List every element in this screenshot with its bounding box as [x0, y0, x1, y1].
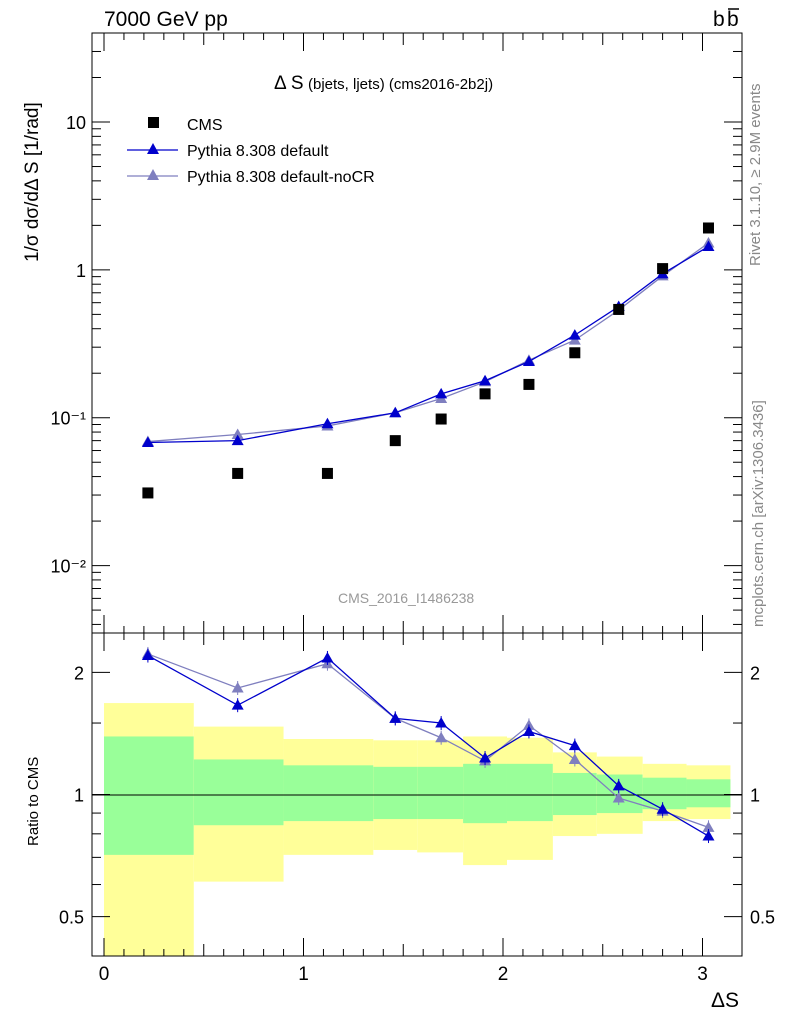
- upper-point-default-6: [522, 355, 535, 367]
- ratio-y-axis-label: Ratio to CMS: [25, 757, 42, 846]
- band-inner-2: [283, 765, 374, 822]
- upper-point-nocr-1: [231, 428, 244, 440]
- ratio-point-default-3: [389, 712, 402, 723]
- legend: CMS Pythia 8.308 default Pythia 8.308 de…: [127, 117, 375, 186]
- ratio-point-nocr-4: [435, 731, 448, 743]
- upper-point-default-4: [435, 387, 448, 399]
- ratio-point-default-1: [231, 699, 244, 710]
- x-tick-label-0: 0: [99, 964, 110, 985]
- upper-point-cms-2: [321, 467, 333, 479]
- ratio-point-default-7: [568, 739, 581, 751]
- upper-point-cms-4: [435, 413, 447, 425]
- band-inner-0: [104, 736, 194, 855]
- legend-cms-label: CMS: [187, 117, 223, 134]
- ratio-point-default-10: [702, 830, 715, 841]
- band-inner-5: [463, 763, 507, 824]
- legend-cms-marker: [148, 117, 159, 128]
- ratio-point-default-5: [479, 752, 492, 763]
- upper-point-cms-7: [569, 347, 581, 359]
- ratio-point-nocr-7: [568, 753, 581, 764]
- upper-point-default-10: [702, 240, 715, 251]
- x-axis: 0 1 2 3: [99, 33, 708, 985]
- ratio-tick-label-left-0: 0.5: [59, 908, 84, 928]
- band-inner-1: [193, 759, 284, 826]
- ratio-point-default-6: [522, 725, 535, 736]
- ratio-point-nocr-1: [231, 681, 244, 693]
- ratio-point-default-0: [141, 649, 154, 661]
- upper-series-layer: [141, 222, 715, 499]
- upper-line-nocr: [147, 242, 709, 443]
- rivet-label: Rivet 3.1.10, ≥ 2.9M events: [747, 84, 764, 267]
- ratio-series-layer: [141, 646, 715, 844]
- ratio-tick-label-right-2: 2: [750, 663, 760, 683]
- band-inner-6: [506, 763, 553, 822]
- upper-y-axis: 10⁻² 10⁻¹ 1 10: [50, 50, 742, 625]
- upper-point-default-3: [389, 406, 402, 418]
- ratio-point-nocr-8: [612, 792, 625, 803]
- band-inner-10: [686, 779, 731, 808]
- upper-point-default-5: [479, 374, 492, 386]
- upper-tick-label-3: 10: [66, 113, 86, 133]
- upper-point-cms-0: [142, 487, 154, 499]
- ratio-uncertainty-bands: [104, 703, 731, 956]
- ratio-tick-label-left-2: 2: [74, 663, 84, 683]
- upper-point-cms-10: [702, 222, 714, 234]
- ratio-tick-label-left-1: 1: [74, 786, 84, 806]
- x-tick-label-2: 2: [498, 964, 509, 985]
- upper-tick-label-2: 1: [76, 261, 86, 281]
- header-left: 7000 GeV pp: [104, 8, 228, 31]
- band-inner-8: [596, 774, 643, 814]
- ratio-point-nocr-10: [702, 821, 715, 832]
- band-inner-4: [417, 766, 464, 820]
- legend-nocr-label: Pythia 8.308 default-noCR: [187, 169, 375, 186]
- ratio-point-default-2: [321, 651, 334, 663]
- analysis-watermark: CMS_2016_I1486238: [338, 590, 474, 606]
- upper-point-cms-3: [389, 435, 401, 447]
- band-inner-3: [373, 766, 418, 820]
- ratio-point-default-8: [612, 779, 625, 791]
- ratio-tick-label-right-1: 1: [750, 786, 760, 806]
- ratio-point-default-4: [435, 717, 448, 728]
- upper-point-cms-6: [523, 378, 535, 390]
- upper-point-default-7: [568, 329, 581, 340]
- upper-point-default-2: [321, 417, 334, 429]
- band-inner-7: [552, 772, 597, 816]
- ratio-point-default-9: [656, 803, 669, 814]
- upper-y-axis-label: 1/σ dσ/dΔ S [1/rad]: [22, 102, 43, 262]
- upper-line-default: [147, 245, 709, 444]
- header-right: b: [713, 8, 725, 31]
- plot-title-main: Δ S: [274, 73, 304, 94]
- legend-default-label: Pythia 8.308 default: [187, 143, 329, 160]
- upper-point-cms-9: [657, 263, 669, 275]
- band-inner-9: [642, 777, 687, 810]
- x-tick-label-3: 3: [697, 964, 708, 985]
- upper-point-cms-5: [479, 388, 491, 400]
- ratio-tick-label-right-0: 0.5: [750, 908, 775, 928]
- legend-nocr-marker: [147, 169, 159, 180]
- header-right-bar: b: [727, 8, 739, 31]
- upper-point-default-1: [231, 434, 244, 446]
- x-tick-label-1: 1: [298, 964, 309, 985]
- upper-point-cms-1: [232, 467, 244, 479]
- plot-title-sub: (bjets, ljets) (cms2016-2b2j): [308, 76, 493, 93]
- upper-point-default-0: [141, 436, 154, 447]
- legend-default-marker: [147, 143, 159, 154]
- mcplots-label: mcplots.cern.ch [arXiv:1306.3436]: [750, 400, 767, 627]
- ratio-y-axis: 0.5 0.5 1 1 2 2: [59, 663, 775, 927]
- upper-tick-label-1: 10⁻¹: [50, 409, 86, 429]
- upper-tick-label-0: 10⁻²: [50, 557, 86, 577]
- x-axis-label: ΔS: [711, 989, 739, 1012]
- upper-point-cms-8: [613, 303, 625, 315]
